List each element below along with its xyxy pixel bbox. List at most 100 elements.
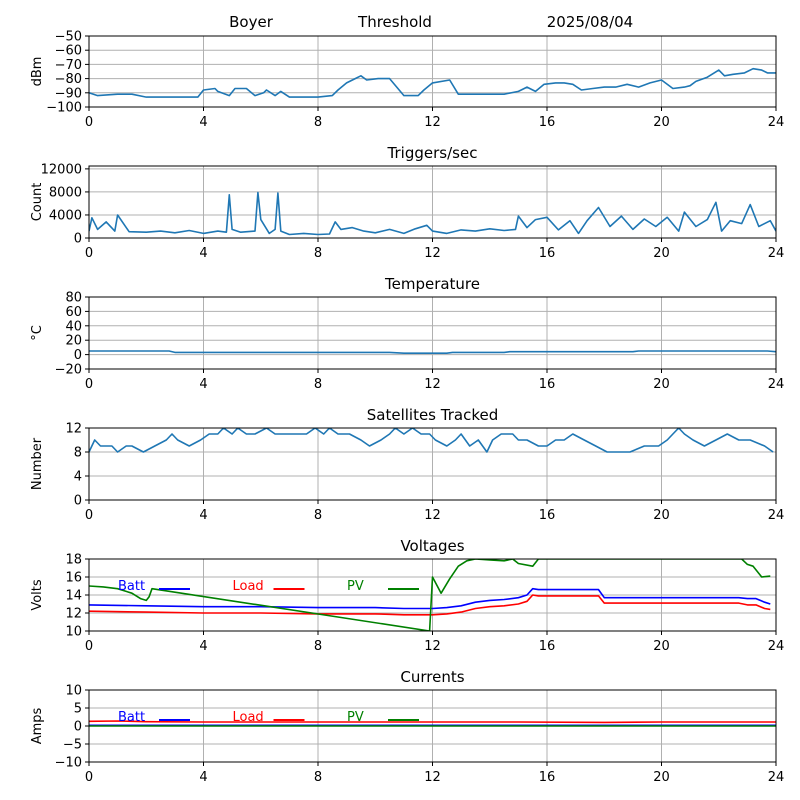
legend-label-batt: Batt	[118, 710, 145, 725]
y-axis-label: Volts	[30, 579, 45, 611]
y-tick-label: −10	[55, 756, 82, 771]
x-tick-label: 12	[424, 508, 441, 523]
y-axis-label: Number	[30, 437, 45, 490]
series-group	[89, 350, 776, 355]
series-line-pv	[89, 559, 771, 631]
y-tick-label: −50	[55, 30, 82, 45]
x-tick-label: 0	[85, 639, 93, 654]
y-tick-label: −20	[55, 363, 82, 378]
y-tick-label: −80	[55, 72, 82, 87]
x-tick-label: 4	[199, 377, 207, 392]
x-tick-label: 24	[768, 770, 785, 785]
x-tick-label: 4	[199, 115, 207, 130]
y-tick-label: 4000	[49, 208, 82, 223]
y-tick-label: 18	[65, 553, 82, 568]
y-tick-label: 8000	[49, 185, 82, 200]
y-tick-label: 0	[74, 494, 82, 509]
x-tick-label: 0	[85, 508, 93, 523]
chart-title: Satellites Tracked	[367, 406, 498, 424]
x-tick-label: 12	[424, 639, 441, 654]
x-tick-label: 0	[85, 377, 93, 392]
y-tick-label: 16	[65, 571, 82, 586]
y-tick-label: −60	[55, 44, 82, 59]
x-tick-label: 12	[424, 770, 441, 785]
chart-panel-6: 0 4 8 12 16 20 24 −10 −5 0 5 10 Currents Amps Batt Load…	[30, 668, 784, 785]
x-tick-label: 12	[424, 246, 441, 261]
header-date: 2025/08/04	[547, 13, 633, 31]
x-tick-label: 8	[314, 115, 322, 130]
series-group	[89, 191, 776, 236]
x-tick-label: 4	[199, 246, 207, 261]
x-tick-label: 8	[314, 377, 322, 392]
x-tick-label: 16	[539, 115, 556, 130]
y-tick-label: 8	[74, 446, 82, 461]
chart-title: Voltages	[400, 537, 464, 555]
y-tick-label: 80	[65, 291, 82, 306]
y-tick-label: 60	[65, 305, 82, 320]
y-axis-label: dBm	[30, 57, 45, 87]
x-tick-label: 16	[539, 246, 556, 261]
x-tick-label: 16	[539, 377, 556, 392]
series-line-batt	[89, 587, 771, 610]
x-tick-label: 20	[653, 639, 670, 654]
y-tick-label: 12000	[41, 162, 82, 177]
y-tick-label: 12	[65, 422, 82, 437]
x-tick-label: 12	[424, 115, 441, 130]
y-tick-label: −90	[55, 86, 82, 101]
chart-title: Triggers/sec	[387, 144, 478, 162]
series-group	[89, 559, 771, 631]
legend-label-load: Load	[233, 579, 264, 594]
x-tick-label: 24	[768, 377, 785, 392]
y-axis-label: Amps	[30, 707, 45, 744]
x-tick-label: 8	[314, 508, 322, 523]
x-tick-label: 0	[85, 246, 93, 261]
header-mode: Threshold	[357, 13, 432, 31]
x-tick-label: 20	[653, 508, 670, 523]
x-tick-label: 24	[768, 639, 785, 654]
x-tick-label: 20	[653, 770, 670, 785]
x-tick-label: 8	[314, 770, 322, 785]
header-station: Boyer	[229, 13, 274, 31]
x-tick-label: 4	[199, 770, 207, 785]
y-tick-label: −5	[63, 738, 82, 753]
y-tick-label: 10	[65, 625, 82, 640]
legend-label-pv: PV	[347, 710, 364, 725]
y-tick-label: 0	[74, 720, 82, 735]
series-line-1	[89, 67, 776, 98]
x-tick-label: 0	[85, 770, 93, 785]
legend-label-pv: PV	[347, 579, 364, 594]
x-tick-label: 4	[199, 639, 207, 654]
series-group	[89, 720, 776, 727]
series-line-load	[89, 720, 776, 724]
x-tick-label: 8	[314, 246, 322, 261]
chart-panel-1: 0 4 8 12 16 20 24 −100−90−80−70−60−50 dBm	[30, 30, 784, 131]
x-tick-label: 20	[653, 377, 670, 392]
y-tick-label: 12	[65, 607, 82, 622]
x-tick-label: 16	[539, 770, 556, 785]
x-tick-label: 16	[539, 508, 556, 523]
y-tick-label: 5	[74, 702, 82, 717]
chart-title: Temperature	[384, 275, 480, 293]
series-line-load	[89, 594, 771, 616]
x-tick-label: 0	[85, 115, 93, 130]
y-tick-label: 4	[74, 470, 82, 485]
y-axis-label: Count	[30, 183, 45, 222]
y-tick-label: 10	[65, 684, 82, 699]
chart-panel-5: 0 4 8 12 16 20 24 10 12 14 16 18 Voltages Volts Batt Lo…	[30, 537, 784, 654]
x-tick-label: 20	[653, 246, 670, 261]
legend-label-batt: Batt	[118, 579, 145, 594]
x-tick-label: 12	[424, 377, 441, 392]
y-tick-label: −70	[55, 58, 82, 73]
x-tick-label: 4	[199, 508, 207, 523]
y-axis-label: °C	[30, 325, 45, 341]
y-tick-label: 40	[65, 319, 82, 334]
series-line-1	[89, 350, 776, 355]
series-group	[89, 428, 774, 453]
y-tick-label: −100	[46, 101, 82, 116]
x-tick-label: 8	[314, 639, 322, 654]
x-tick-label: 24	[768, 508, 785, 523]
x-tick-label: 20	[653, 115, 670, 130]
